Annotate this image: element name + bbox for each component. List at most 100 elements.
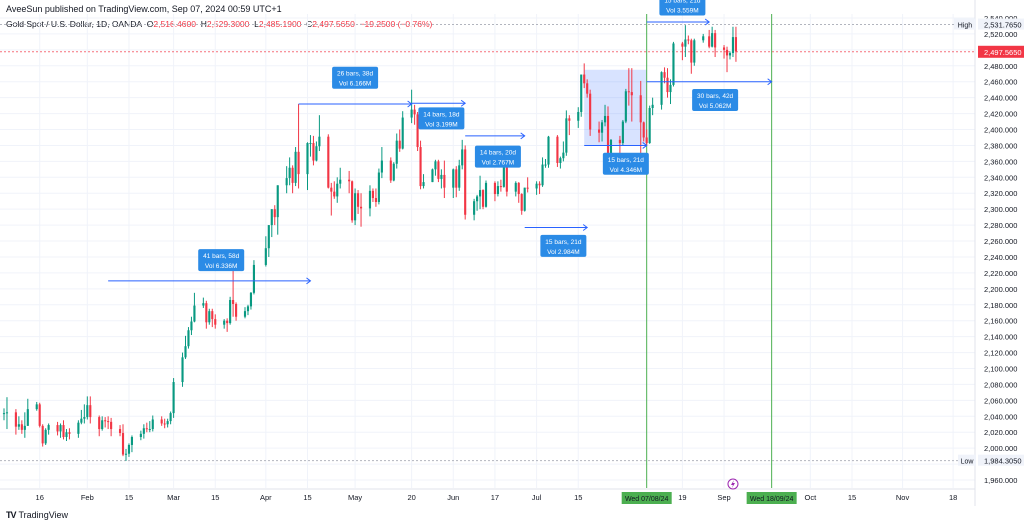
candle-body[interactable]	[59, 425, 62, 432]
candle-body[interactable]	[145, 428, 148, 430]
candle-body[interactable]	[711, 33, 714, 47]
candle-body[interactable]	[728, 53, 732, 56]
candle-body[interactable]	[110, 421, 113, 430]
candle-body[interactable]	[211, 311, 214, 320]
candle-body[interactable]	[478, 190, 482, 197]
candle-body[interactable]	[121, 433, 125, 455]
candle-body[interactable]	[731, 37, 735, 54]
candle-body[interactable]	[5, 412, 9, 414]
candle-body[interactable]	[621, 121, 624, 144]
candle-body[interactable]	[502, 161, 505, 187]
candle-body[interactable]	[139, 433, 142, 438]
candle-body[interactable]	[351, 181, 354, 221]
candle-body[interactable]	[315, 146, 318, 161]
candle-body[interactable]	[452, 169, 455, 188]
candle-body[interactable]	[20, 424, 23, 430]
candle-body[interactable]	[651, 104, 654, 109]
candle-body[interactable]	[437, 161, 440, 179]
candle-body[interactable]	[580, 74, 583, 112]
candle-body[interactable]	[223, 320, 226, 325]
candle-body[interactable]	[481, 190, 485, 207]
candle-body[interactable]	[246, 306, 250, 312]
candle-body[interactable]	[371, 190, 375, 199]
candle-body[interactable]	[80, 418, 83, 423]
candle-body[interactable]	[547, 136, 550, 165]
candle-body[interactable]	[276, 185, 279, 218]
candle-body[interactable]	[734, 37, 738, 52]
candle-body[interactable]	[589, 93, 592, 130]
candle-body[interactable]	[208, 311, 211, 323]
candle-body[interactable]	[229, 299, 232, 324]
candle-body[interactable]	[172, 382, 175, 414]
candle-body[interactable]	[461, 149, 464, 166]
candle-body[interactable]	[273, 209, 276, 218]
candle-body[interactable]	[327, 136, 330, 188]
candle-body[interactable]	[318, 136, 321, 147]
candle-body[interactable]	[47, 425, 50, 430]
candle-body[interactable]	[565, 118, 568, 153]
candle-body[interactable]	[583, 74, 586, 84]
candle-body[interactable]	[389, 160, 392, 181]
candle-body[interactable]	[190, 321, 193, 331]
candle-body[interactable]	[356, 193, 360, 207]
candle-body[interactable]	[77, 422, 80, 434]
candle-body[interactable]	[603, 115, 607, 123]
candle-body[interactable]	[86, 405, 89, 418]
candle-body[interactable]	[562, 152, 565, 159]
candle-body[interactable]	[687, 39, 690, 41]
candle-body[interactable]	[68, 432, 71, 434]
candle-body[interactable]	[333, 191, 336, 197]
candle-body[interactable]	[142, 428, 145, 434]
candle-body[interactable]	[104, 420, 107, 422]
candle-body[interactable]	[41, 425, 44, 444]
candle-body[interactable]	[517, 182, 520, 195]
candle-body[interactable]	[243, 311, 247, 317]
candle-body[interactable]	[130, 437, 134, 445]
footer-brand[interactable]: TV TradingView	[6, 510, 68, 520]
candle-body[interactable]	[440, 174, 443, 179]
candle-body[interactable]	[107, 421, 110, 423]
candle-body[interactable]	[627, 91, 630, 93]
candle-body[interactable]	[577, 111, 580, 121]
candle-body[interactable]	[493, 182, 497, 195]
candle-body[interactable]	[702, 36, 705, 41]
candle-body[interactable]	[336, 183, 339, 197]
candle-body[interactable]	[672, 43, 675, 85]
candle-body[interactable]	[35, 404, 38, 410]
candle-body[interactable]	[187, 330, 190, 347]
candle-body[interactable]	[26, 409, 29, 426]
candle-body[interactable]	[535, 183, 538, 189]
candle-body[interactable]	[368, 190, 372, 209]
candle-body[interactable]	[285, 178, 288, 186]
candle-body[interactable]	[714, 33, 717, 48]
candle-body[interactable]	[666, 77, 669, 93]
candle-body[interactable]	[431, 169, 434, 183]
candle-body[interactable]	[422, 182, 425, 187]
candle-body[interactable]	[648, 108, 651, 144]
candle-body[interactable]	[264, 248, 267, 265]
candle-body[interactable]	[377, 172, 380, 203]
candle-body[interactable]	[639, 95, 642, 123]
candle-body[interactable]	[101, 420, 104, 430]
candle-body[interactable]	[693, 40, 696, 63]
candle-body[interactable]	[669, 84, 672, 93]
candle-body[interactable]	[541, 164, 544, 186]
candle-body[interactable]	[214, 319, 217, 325]
candle-body[interactable]	[127, 444, 131, 454]
candle-body[interactable]	[416, 114, 419, 148]
candle-body[interactable]	[65, 432, 68, 438]
candle-body[interactable]	[464, 149, 467, 215]
candle-body[interactable]	[526, 187, 529, 189]
candle-body[interactable]	[568, 118, 571, 121]
candle-body[interactable]	[419, 147, 422, 187]
candle-body[interactable]	[645, 137, 648, 144]
candle-body[interactable]	[586, 83, 589, 94]
candle-body[interactable]	[151, 419, 154, 430]
candle-body[interactable]	[663, 72, 666, 78]
candle-body[interactable]	[514, 182, 517, 192]
candle-body[interactable]	[538, 183, 541, 186]
candle-body[interactable]	[609, 139, 613, 158]
candle-body[interactable]	[690, 40, 693, 63]
candle-body[interactable]	[163, 423, 166, 425]
